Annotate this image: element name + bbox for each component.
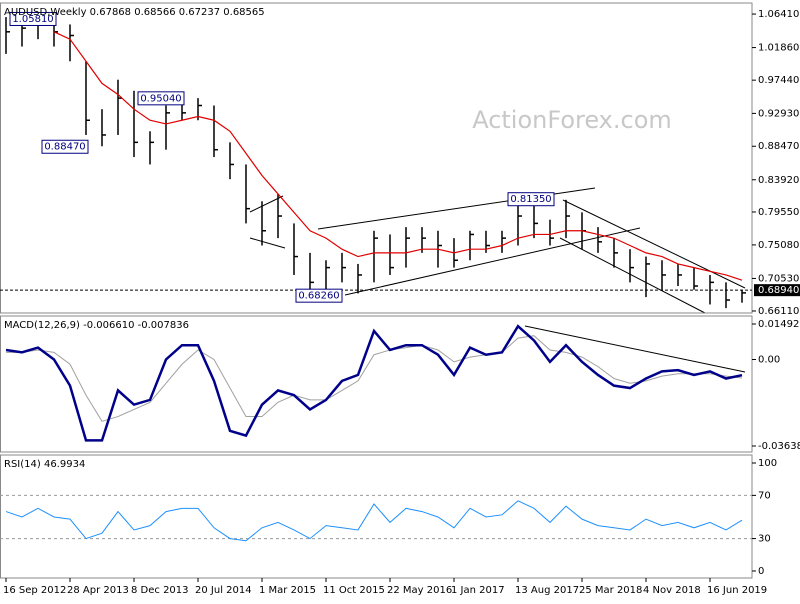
y-tick-label: 0.92930 [758,108,799,119]
y-tick-label: 100 [758,458,777,469]
x-tick-label: 20 Jul 2014 [195,585,252,596]
price-label: 0.68940 [758,285,799,296]
y-tick-label: 0.66110 [758,306,799,317]
x-tick-label: 1 Jan 2017 [451,585,505,596]
y-tick-label: 0 [758,566,764,577]
panel-title: MACD(12,26,9) -0.006610 -0.007836 [4,320,189,331]
x-tick-label: 16 Jun 2019 [707,585,767,596]
annotation-box [41,139,89,154]
x-tick-label: 25 Mar 2018 [579,585,642,596]
x-tick-label: 8 Dec 2013 [131,585,189,596]
panel-frame [0,315,753,453]
y-tick-label: -0.036389 [758,441,800,452]
x-tick-label: 4 Nov 2018 [643,585,701,596]
trendline [344,227,641,296]
annotation-label: 1.05810 [12,14,53,25]
annotation-label: 0.88470 [44,142,85,153]
y-tick-label: 0.88470 [758,141,799,152]
macd-line [5,324,743,442]
annotation-box [9,11,57,26]
y-tick-label: 70 [758,490,771,501]
trendlines [249,187,746,373]
watermark: ActionForex.com [472,106,672,134]
annotation-box [295,288,343,303]
x-tick-label: 1 Mar 2015 [259,585,316,596]
panel-frame [0,2,753,314]
trendline [559,237,706,314]
y-tick-label: 0.83920 [758,175,799,186]
trendline [562,199,746,289]
y-tick-label: 0.00 [758,354,780,365]
x-tick-label: 16 Sep 2012 [3,585,66,596]
x-tick-label: 13 Aug 2017 [515,585,579,596]
trendline [524,325,746,373]
y-tick-label: 0.97440 [758,75,799,86]
annotation-label: 0.68260 [298,291,339,302]
y-tick-label: 0.70530 [758,273,799,284]
moving-average [53,31,743,281]
panel-title: AUDUSD,Weekly 0.67868 0.68566 0.67237 0.… [4,7,265,18]
x-tick-label: 22 May 2016 [387,585,452,596]
annotation-box [507,192,555,207]
y-tick-label: 0.75080 [758,240,799,251]
y-tick-label: 0.014925 [758,319,800,330]
x-tick-label: 28 Apr 2013 [67,585,129,596]
signal-line [6,335,743,422]
x-tick-label: 11 Oct 2015 [323,585,385,596]
price-label-box [754,284,800,297]
panel-title: RSI(14) 46.9934 [4,459,85,470]
y-tick-label: 1.06410 [758,9,799,20]
annotation-label: 0.95040 [140,93,181,104]
annotation-box [137,91,185,106]
y-tick-label: 1.01860 [758,43,799,54]
rsi-line [5,500,743,542]
panel-frame [0,454,753,579]
y-tick-label: 0.79550 [758,207,799,218]
y-tick-label: 30 [758,534,771,545]
annotation-label: 0.81350 [510,194,551,205]
trendline [249,237,286,249]
